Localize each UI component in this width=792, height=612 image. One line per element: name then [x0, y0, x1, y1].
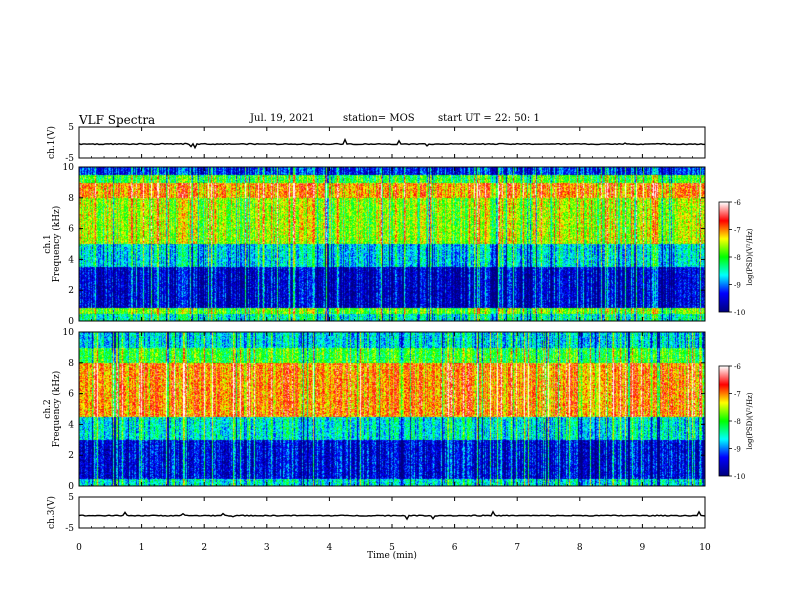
x-tick-label-1: 1: [139, 543, 145, 553]
cbar1-tick-label-1: -7: [734, 391, 741, 399]
ch1-spec-y-tick-label-1: 2: [68, 286, 74, 296]
ch3-waveform-line: [78, 510, 706, 521]
ch3-wave-y-tick-label-1: -5: [65, 524, 74, 534]
ch1-colorbar: [719, 202, 729, 312]
date-label: Jul. 19, 2021: [250, 113, 315, 124]
ch2-spec-y-tick-label-5: 10: [63, 328, 75, 338]
ch1-spec-y-tick-label-4: 8: [68, 194, 74, 204]
ch2-spec-y-axis-label-1: Frequency (kHz): [51, 371, 62, 448]
ch1-spec-y-tick-label-3: 6: [68, 225, 74, 235]
ch1-spec-y-axis-label-1: Frequency (kHz): [51, 206, 62, 283]
cbar0-tick-label-3: -9: [734, 282, 741, 290]
ch1-wave-y-tick-label-1: -5: [65, 154, 74, 164]
ch1-spectrogram-image: [79, 167, 705, 321]
x-tick-label-8: 8: [577, 543, 583, 553]
x-axis-label: Time (min): [367, 550, 417, 561]
ch2-spec-y-axis-label-0: ch.2: [43, 399, 53, 418]
waveform-lines: [78, 137, 706, 521]
cbar1-tick-label-3: -9: [734, 446, 741, 454]
colorbar-frame-2: [718, 365, 730, 477]
ch2-spec-y-tick-label-1: 2: [68, 451, 74, 461]
ch1-spec-y-axis-label-0: ch.1: [43, 234, 53, 253]
colorbar-frame-1: [718, 201, 730, 313]
ch2-spec-y-tick-label-2: 4: [68, 420, 74, 430]
cbar0-tick-label-1: -7: [734, 227, 741, 235]
cbar0-tick-label-0: -6: [734, 199, 741, 207]
x-tick-label-9: 9: [640, 543, 646, 553]
ch1-wave-y-axis-label-0: ch.1(V): [46, 126, 57, 159]
cbar1-tick-label-2: -8: [734, 418, 741, 426]
ch3-wave-y-tick-label-0: 5: [68, 493, 74, 503]
ch1-spec-y-tick-label-5: 10: [63, 163, 75, 173]
cbar1-tick-label-0: -6: [734, 363, 741, 371]
panel-frame-4: [78, 496, 706, 529]
x-tick-label-10: 10: [699, 543, 711, 553]
cbar0-tick-label-2: -8: [734, 254, 741, 262]
ch1-spec-y-tick-label-2: 4: [68, 255, 74, 265]
cbar0-tick-label-4: -10: [734, 309, 745, 317]
ch2-spec-y-tick-label-4: 8: [68, 359, 74, 369]
ch1-wave-y-tick-label-0: 5: [68, 123, 74, 133]
ch2-colorbar: [719, 366, 729, 476]
ch2-spectrogram-image: [79, 332, 705, 486]
panel-frame-3: [78, 331, 706, 487]
ch1-spec-y-tick-label-0: 0: [68, 317, 74, 327]
panel-frame-1: [78, 126, 706, 159]
ch1-waveform-line: [78, 137, 706, 150]
ch2-spec-y-tick-label-3: 6: [68, 390, 74, 400]
x-tick-label-7: 7: [514, 543, 520, 553]
x-tick-label-0: 0: [76, 543, 82, 553]
cbar0-label: log(PSD)(V²/Hz): [746, 228, 754, 285]
axis-ticks: [78, 126, 732, 529]
ch3-wave-y-axis-label-0: ch.3(V): [46, 496, 57, 529]
station-label: station= MOS: [343, 113, 415, 124]
x-tick-label-3: 3: [264, 543, 270, 553]
figure-title: VLF Spectra: [79, 113, 156, 127]
x-tick-label-6: 6: [452, 543, 458, 553]
start-ut-label: start UT = 22: 50: 1: [438, 113, 540, 124]
cbar1-label: log(PSD)(V²/Hz): [746, 392, 754, 449]
cbar1-tick-label-4: -10: [734, 473, 745, 481]
x-tick-label-2: 2: [201, 543, 207, 553]
ch2-spec-y-tick-label-0: 0: [68, 482, 74, 492]
x-tick-label-4: 4: [327, 543, 333, 553]
panel-frame-2: [78, 166, 706, 322]
x-tick-label-5: 5: [389, 543, 395, 553]
panel-frames: [78, 126, 730, 529]
